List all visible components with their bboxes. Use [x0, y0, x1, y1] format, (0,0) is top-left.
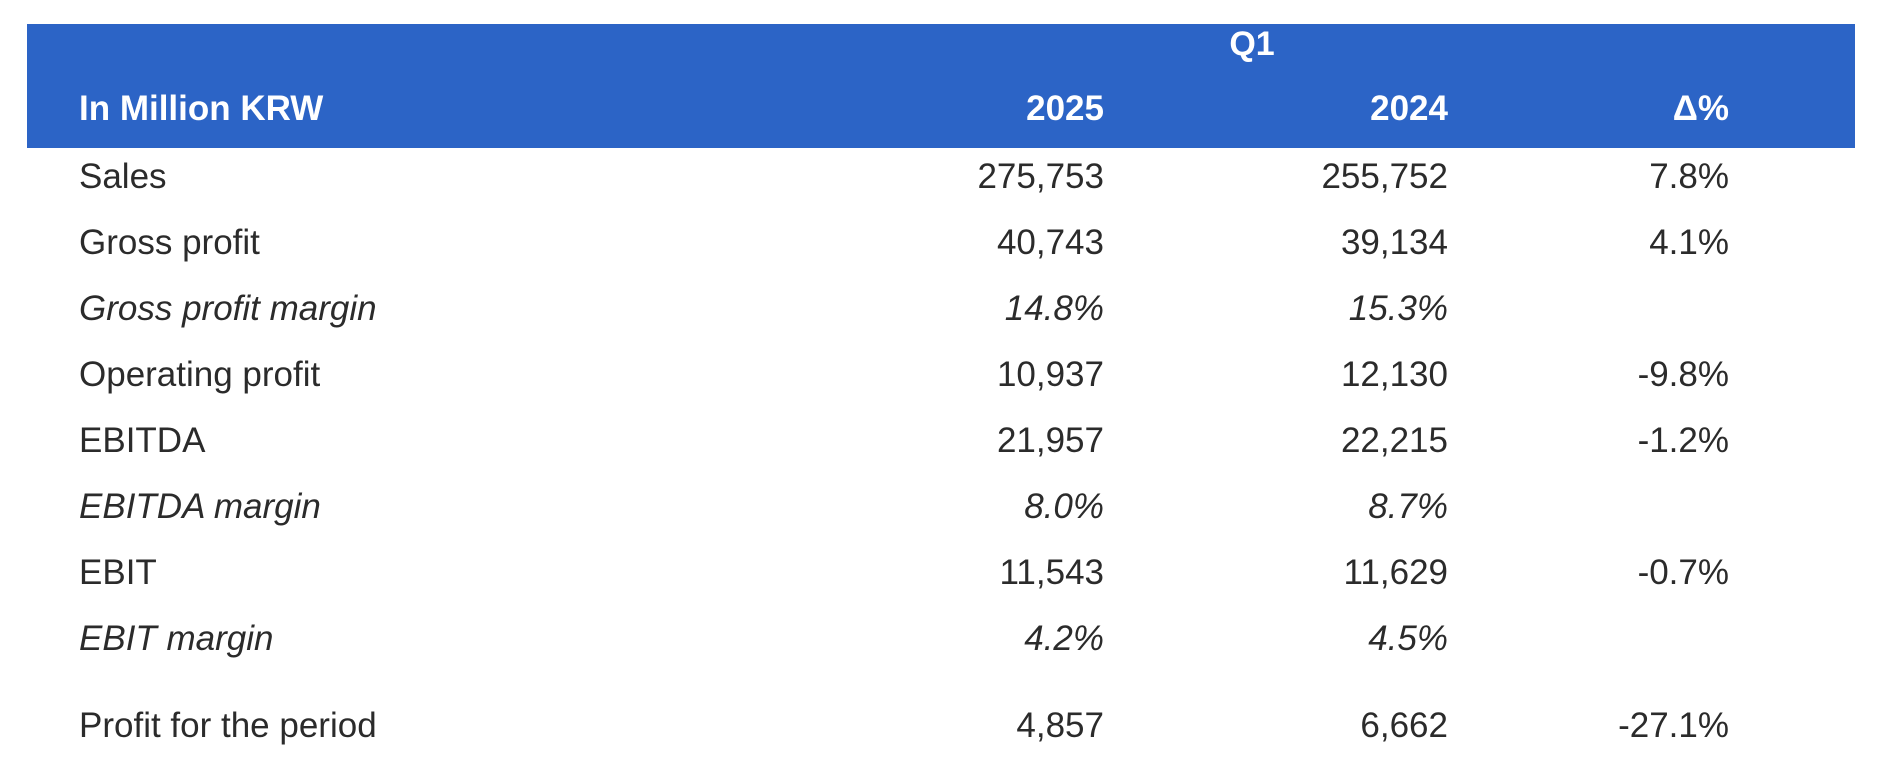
row-label: EBIT margin: [79, 619, 274, 658]
table-row: Gross profit 40,743 39,134 4.1%: [27, 214, 1855, 280]
table-row: EBITDA margin 8.0% 8.7%: [27, 478, 1855, 544]
value-2024: 255,752: [1321, 157, 1448, 196]
value-2025: 11,543: [999, 553, 1104, 592]
column-header-2025: 2025: [1026, 89, 1104, 128]
column-header-delta: Δ%: [1672, 89, 1729, 128]
column-header-2024: 2024: [1370, 89, 1448, 128]
value-2024: 39,134: [1340, 223, 1448, 262]
value-2024: 12,130: [1340, 355, 1448, 394]
table-body: Sales 275,753 255,752 7.8% Gross profit …: [27, 148, 1855, 763]
value-2025: 4,857: [1016, 706, 1104, 745]
value-2025: 40,743: [996, 223, 1104, 262]
financial-table: Q1 In Million KRW 2025 2024 Δ% Sales 275…: [27, 24, 1855, 763]
row-label: Operating profit: [79, 355, 321, 394]
value-2024: 11,629: [1343, 553, 1448, 592]
period-label: Q1: [1229, 25, 1275, 63]
row-label: Profit for the period: [79, 706, 377, 745]
table-header: Q1 In Million KRW 2025 2024 Δ%: [27, 24, 1855, 148]
row-label: Gross profit: [79, 223, 260, 262]
row-label: Sales: [79, 157, 167, 196]
value-2025: 21,957: [996, 421, 1104, 460]
value-2024: 15.3%: [1348, 289, 1448, 328]
unit-label: In Million KRW: [79, 89, 324, 128]
table-row: Sales 275,753 255,752 7.8%: [27, 148, 1855, 214]
value-delta: -9.8%: [1637, 355, 1729, 394]
table-row: Gross profit margin 14.8% 15.3%: [27, 280, 1855, 346]
value-2025: 10,937: [996, 355, 1104, 394]
table-row: EBIT margin 4.2% 4.5%: [27, 610, 1855, 676]
row-label: EBIT: [79, 553, 157, 592]
value-2025: 4.2%: [1024, 619, 1104, 658]
table-row: EBIT 11,543 11,629 -0.7%: [27, 544, 1855, 610]
value-2024: 6,662: [1360, 706, 1448, 745]
value-delta: -1.2%: [1637, 421, 1729, 460]
value-2025: 8.0%: [1024, 487, 1104, 526]
value-delta: -27.1%: [1618, 706, 1729, 745]
value-2024: 8.7%: [1368, 487, 1448, 526]
value-2025: 14.8%: [1004, 289, 1104, 328]
value-delta: 4.1%: [1649, 223, 1729, 262]
row-label: EBITDA: [79, 421, 206, 460]
table-row: Profit for the period 4,857 6,662 -27.1%: [27, 697, 1855, 763]
table-row: EBITDA 21,957 22,215 -1.2%: [27, 412, 1855, 478]
value-2024: 4.5%: [1368, 619, 1448, 658]
row-label: EBITDA margin: [79, 487, 321, 526]
value-delta: 7.8%: [1649, 157, 1729, 196]
table-row: Operating profit 10,937 12,130 -9.8%: [27, 346, 1855, 412]
value-delta: -0.7%: [1637, 553, 1729, 592]
value-2024: 22,215: [1340, 421, 1448, 460]
row-label: Gross profit margin: [79, 289, 377, 328]
value-2025: 275,753: [977, 157, 1104, 196]
